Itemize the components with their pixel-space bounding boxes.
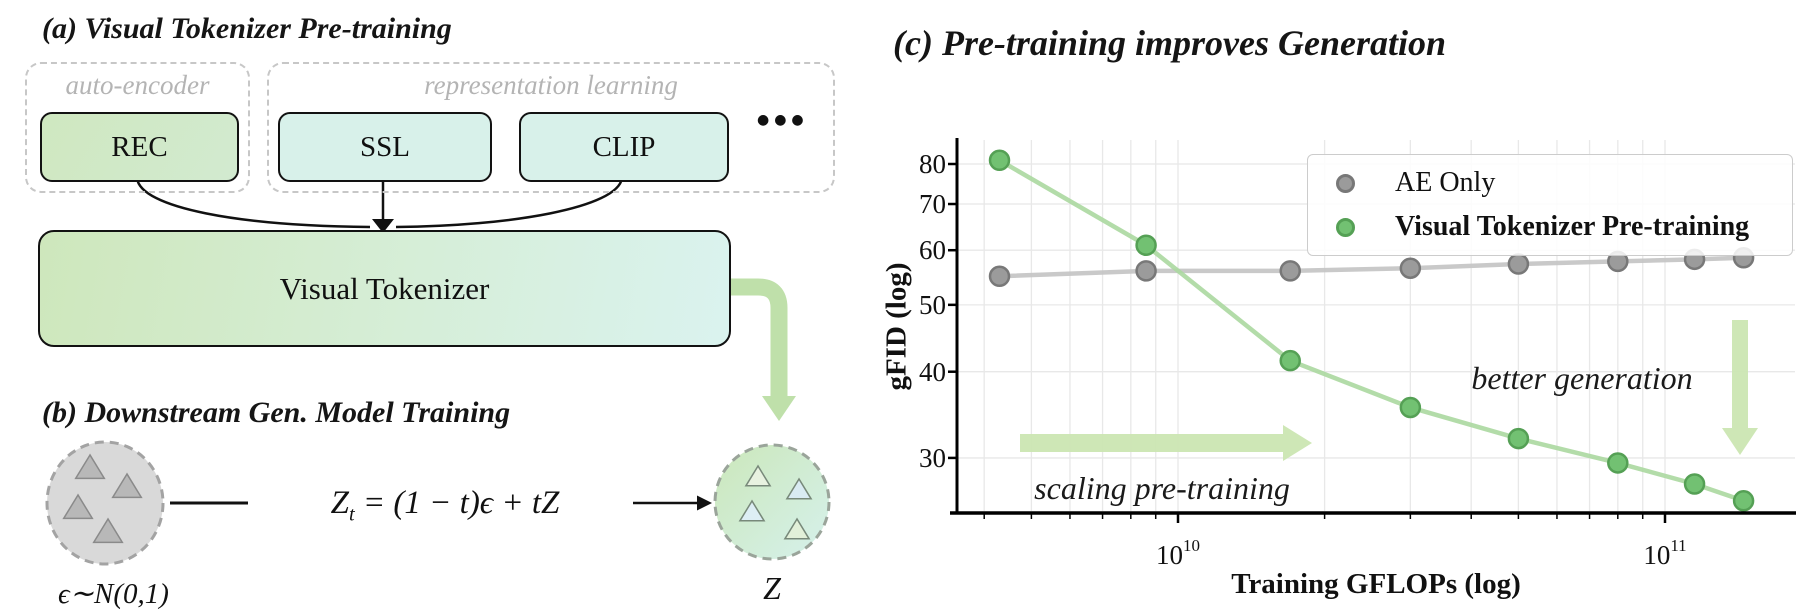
x-tick-label: 1010 [1156, 536, 1200, 570]
equation-subscript: t [348, 503, 355, 526]
chart-legend: AE Only Visual Tokenizer Pre-training [1307, 154, 1793, 256]
chart-series [988, 149, 1755, 512]
x-tick-label: 1011 [1643, 536, 1687, 570]
better-generation-annotation: better generation [1471, 360, 1693, 396]
equation-to-latent-arrowhead [697, 495, 712, 511]
noise-triangle [92, 517, 124, 544]
better-generation-down-arrow [1722, 320, 1758, 455]
data-point [1399, 396, 1422, 419]
ssl-box-label: SSL [360, 130, 410, 163]
equation-variable: Z [330, 485, 349, 521]
series-line [998, 158, 1745, 503]
visual-tokenizer-pretraining-marker-icon [1336, 217, 1355, 237]
clip-box: CLIP [519, 112, 729, 182]
data-point [988, 265, 1011, 288]
latent-triangle [783, 517, 811, 540]
data-point [1683, 473, 1706, 495]
y-tick-label: 40 [919, 356, 946, 387]
panel-c-title: (c) Pre-training improves Generation [893, 23, 1446, 63]
y-tick-label: 50 [919, 289, 946, 320]
panel-b-title: (b) Downstream Gen. Model Training [42, 396, 511, 429]
clip-to-tokenizer-arrow [395, 177, 624, 229]
scaling-right-arrow [1020, 425, 1312, 461]
tokenizer-output-arrowhead [762, 396, 796, 421]
data-point [1135, 234, 1157, 257]
series-line [999, 255, 1744, 279]
noise-circle [45, 440, 165, 566]
rec-box-label: REC [111, 130, 168, 163]
y-tick-label: 70 [919, 189, 946, 219]
visual-tokenizer-box: Visual Tokenizer [38, 230, 731, 347]
data-point [1732, 490, 1755, 512]
auto-encoder-group: auto-encoder [25, 62, 250, 193]
representation-learning-group-label: representation learning [424, 70, 678, 100]
clip-box-label: CLIP [592, 130, 656, 163]
noise-distribution-label: ϵ∼N(0,1) [58, 578, 169, 610]
legend-item-ae-only: AE Only [1308, 163, 1792, 203]
ae-only-marker-icon [1336, 173, 1355, 193]
data-point [1507, 427, 1530, 450]
rec-to-tokenizer-arrow [135, 177, 371, 229]
data-point [1135, 260, 1157, 282]
y-tick-labels: 30 40 50 60 70 80 [886, 0, 946, 616]
flow-matching-equation: Zt = (1 − t)ϵ + tZ [270, 482, 620, 526]
tokenizer-output-arrow [727, 278, 788, 398]
auto-encoder-group-label: auto-encoder [65, 70, 210, 100]
y-tick-label: 30 [919, 442, 946, 473]
latent-label: Z [763, 570, 781, 606]
x-tick-labels: 1010 1011 [0, 528, 1819, 578]
noise-triangle [111, 472, 143, 499]
data-point [1399, 257, 1422, 279]
noise-triangle [62, 493, 94, 520]
x-axis-label: Training GFLOPs (log) [1231, 568, 1521, 600]
y-tick-label: 80 [919, 149, 946, 179]
panel-a-title: (a) Visual Tokenizer Pre-training [42, 12, 452, 45]
more-objectives-ellipsis: ●●● [757, 112, 809, 128]
ssl-box: SSL [278, 112, 492, 182]
data-point [1279, 349, 1301, 372]
latent-triangle [738, 499, 766, 522]
y-tick-label: 60 [919, 235, 946, 266]
legend-label: Visual Tokenizer Pre-training [1395, 211, 1750, 242]
legend-label: AE Only [1395, 167, 1496, 198]
data-point [1507, 253, 1530, 275]
data-point [1607, 452, 1629, 474]
latent-triangle [785, 477, 813, 500]
latent-triangle [744, 464, 772, 487]
equation-rest: = (1 − t)ϵ + tZ [354, 485, 560, 521]
rec-box: REC [40, 112, 239, 182]
scaling-pretraining-annotation: scaling pre-training [1034, 470, 1290, 506]
data-point [988, 149, 1011, 172]
legend-item-visual-tokenizer-pretraining: Visual Tokenizer Pre-training [1308, 207, 1792, 247]
noise-triangle [74, 453, 106, 480]
tokenizer-input-arrowhead [372, 219, 394, 233]
data-point [1279, 260, 1301, 282]
representation-learning-group: representation learning [267, 62, 835, 193]
visual-tokenizer-label: Visual Tokenizer [279, 270, 490, 306]
